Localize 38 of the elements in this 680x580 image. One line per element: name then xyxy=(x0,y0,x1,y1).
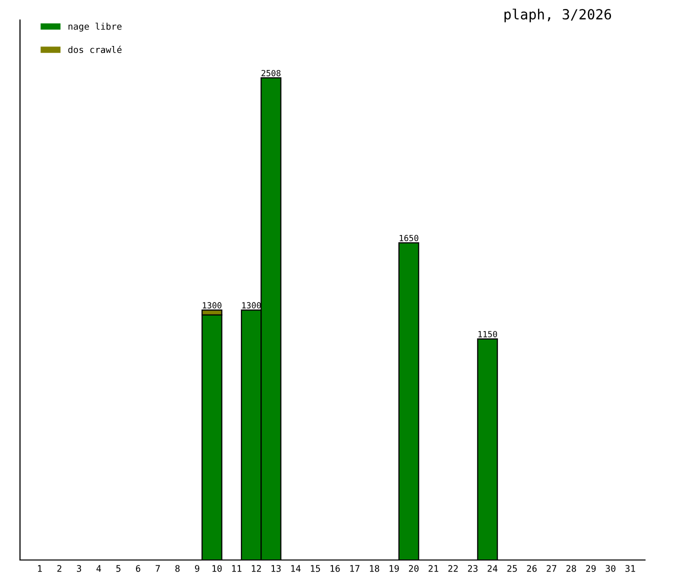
x-tick-label: 31 xyxy=(625,565,636,572)
x-tick-label: 30 xyxy=(606,565,616,572)
x-tick-label: 15 xyxy=(310,565,320,572)
x-tick-label: 9 xyxy=(195,565,200,572)
x-tick-label: 21 xyxy=(428,565,438,572)
data-label: 2508 xyxy=(262,70,280,76)
x-tick-label: 8 xyxy=(175,565,180,572)
data-label: 1650 xyxy=(400,234,418,242)
x-tick-label: 10 xyxy=(212,565,222,572)
x-tick-label: 3 xyxy=(76,565,82,572)
x-tick-label: 24 xyxy=(488,565,498,572)
x-tick-label: 6 xyxy=(136,565,140,572)
x-tick-label: 1 xyxy=(38,565,42,572)
x-tick-label: 22 xyxy=(448,565,458,572)
x-tick-label: 28 xyxy=(566,565,576,572)
x-tick-label: 12 xyxy=(252,565,261,572)
x-tick-label: 2 xyxy=(57,565,62,572)
legend-label: nage libre xyxy=(68,22,122,32)
x-tick-label: 13 xyxy=(272,565,281,572)
legend-label: dos crawlé xyxy=(68,46,122,54)
x-tick-label: 5 xyxy=(116,565,120,572)
data-label: 1150 xyxy=(478,331,498,338)
x-tick-label: 23 xyxy=(468,565,478,572)
x-tick-label: 18 xyxy=(370,565,380,572)
x-tick-label: 11 xyxy=(232,565,242,572)
x-tick-label: 7 xyxy=(156,565,160,572)
x-tick-label: 20 xyxy=(408,565,419,572)
x-tick-label: 14 xyxy=(291,565,301,572)
x-tick-label: 25 xyxy=(507,565,517,572)
chart-title: plaph, 3/2026 xyxy=(504,8,612,22)
x-tick-label: 29 xyxy=(586,565,596,572)
x-tick-label: 26 xyxy=(527,565,537,572)
x-tick-label: 27 xyxy=(546,565,556,572)
x-tick-label: 19 xyxy=(390,565,399,572)
x-tick-label: 4 xyxy=(96,565,102,572)
total-label: 1300 xyxy=(202,302,222,308)
x-tick-label: 17 xyxy=(350,565,360,572)
x-tick-label: 16 xyxy=(330,565,340,572)
